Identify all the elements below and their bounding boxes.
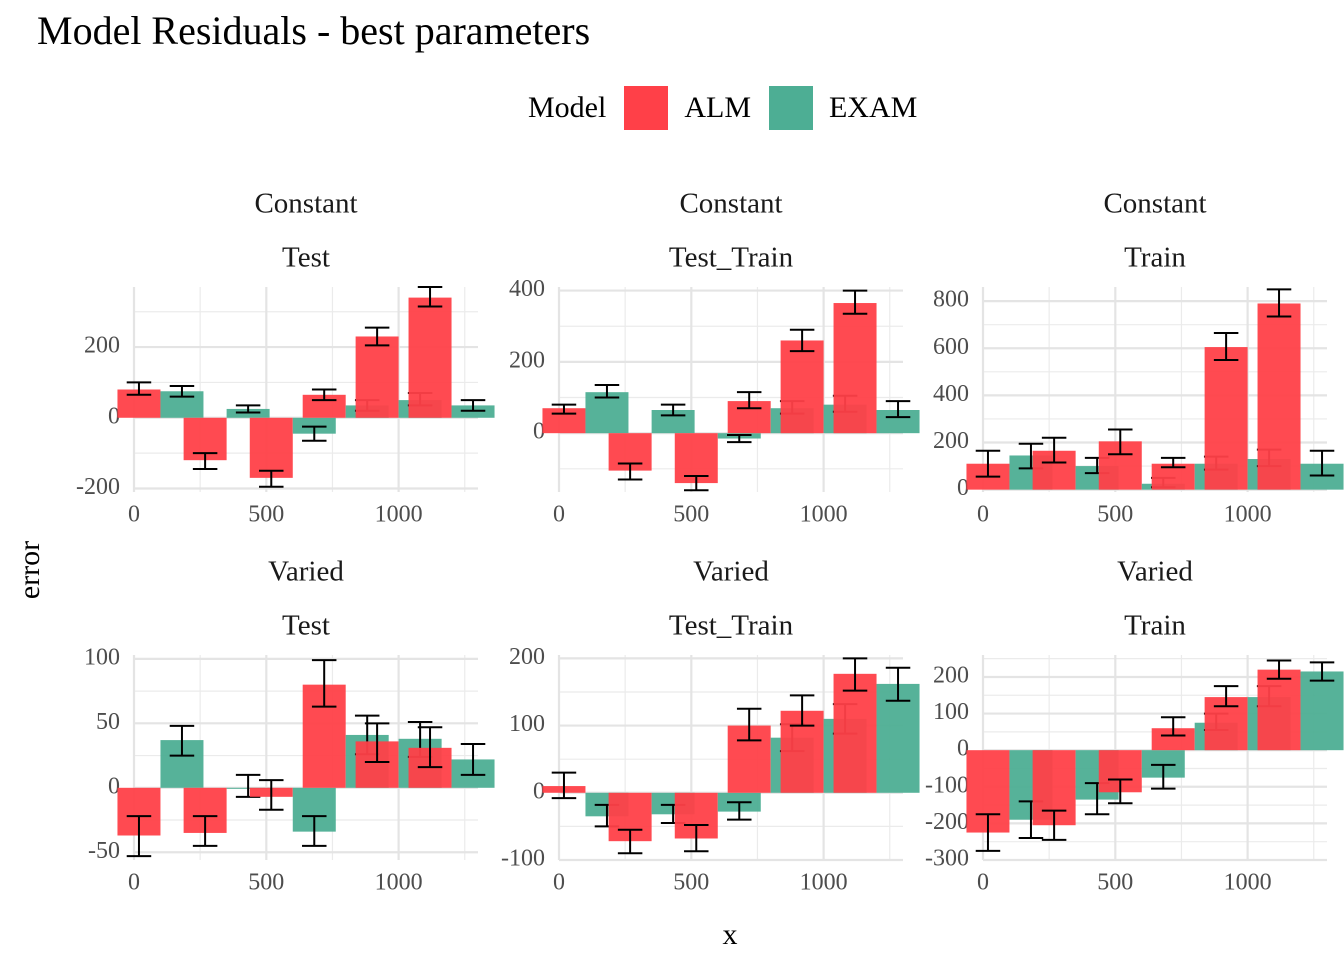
y-tick-label: -200	[76, 474, 120, 500]
y-tick-label: -300	[925, 846, 969, 872]
x-tick-label: 0	[128, 870, 140, 896]
bar-alm	[1151, 728, 1195, 751]
y-tick-label: 200	[933, 662, 969, 688]
facet-strip-bottom: Test_Train	[669, 610, 794, 642]
bar-alm	[249, 417, 293, 478]
y-tick-label: 600	[933, 334, 969, 360]
y-tick-label: 0	[108, 403, 120, 429]
y-tick-label: 400	[933, 381, 969, 407]
bar-alm	[355, 336, 399, 418]
y-tick-label: -100	[925, 772, 969, 798]
y-tick-label: 200	[84, 333, 120, 359]
y-tick-label: 0	[108, 773, 120, 799]
x-tick-label: 1000	[375, 870, 423, 896]
bar-alm	[833, 673, 877, 793]
chart-title: Model Residuals - best parameters	[37, 8, 591, 53]
x-tick-label: 0	[977, 870, 989, 896]
y-tick-label: 200	[933, 428, 969, 454]
legend-label-alm: ALM	[684, 91, 751, 124]
x-tick-label: 0	[977, 502, 989, 528]
y-tick-label: 0	[957, 475, 969, 501]
y-tick-label: 800	[933, 287, 969, 313]
legend-title: Model	[528, 91, 607, 124]
bar-exam	[876, 410, 920, 434]
y-tick-label: 200	[509, 644, 545, 670]
x-tick-label: 1000	[800, 870, 848, 896]
facet-strip-top: Constant	[1103, 188, 1206, 220]
facet-strip-top: Constant	[679, 188, 782, 220]
y-tick-label: 0	[533, 419, 545, 445]
facet-strip-bottom: Train	[1124, 610, 1186, 642]
legend: Model ALM EXAM	[528, 86, 935, 130]
y-tick-label: 400	[509, 276, 545, 302]
bar-exam	[876, 683, 920, 793]
y-tick-label: -50	[88, 838, 120, 864]
x-tick-label: 0	[128, 502, 140, 528]
y-tick-label: 100	[84, 644, 120, 670]
facet-strip-top: Varied	[693, 556, 769, 588]
bar-alm	[833, 303, 877, 434]
x-tick-label: 500	[1097, 502, 1133, 528]
legend-key-exam	[769, 86, 813, 130]
y-tick-label: 100	[509, 711, 545, 737]
bar-alm	[1257, 303, 1301, 490]
facet-strip-top: Varied	[1117, 556, 1193, 588]
facet-strip-bottom: Test	[282, 610, 330, 642]
y-tick-label: 50	[96, 709, 120, 735]
legend-label-exam: EXAM	[829, 91, 918, 124]
facet-strip-top: Constant	[254, 188, 357, 220]
bar-alm	[780, 340, 824, 434]
y-tick-label: -200	[925, 809, 969, 835]
bar-alm	[1257, 669, 1301, 751]
facet-strip-bottom: Train	[1124, 242, 1186, 274]
y-tick-label: 0	[957, 736, 969, 762]
x-tick-label: 1000	[1224, 870, 1272, 896]
x-tick-label: 1000	[800, 502, 848, 528]
facet-strip-bottom: Test_Train	[669, 242, 794, 274]
x-axis-label: x	[722, 918, 738, 951]
y-tick-label: 0	[533, 778, 545, 804]
bar-exam	[585, 392, 629, 434]
x-tick-label: 500	[248, 870, 284, 896]
y-tick-label: 100	[933, 699, 969, 725]
bar-alm	[674, 433, 718, 484]
y-tick-label: -100	[501, 846, 545, 872]
legend-key-alm	[624, 86, 669, 130]
x-tick-label: 1000	[1224, 502, 1272, 528]
facet-strip-top: Varied	[268, 556, 344, 588]
facet-strip-bottom: Test	[282, 242, 330, 274]
x-tick-label: 500	[673, 870, 709, 896]
y-tick-label: 200	[509, 347, 545, 373]
bar-alm	[1204, 347, 1248, 490]
x-tick-label: 500	[1097, 870, 1133, 896]
x-tick-label: 500	[673, 502, 709, 528]
x-tick-label: 0	[553, 502, 565, 528]
x-tick-label: 500	[248, 502, 284, 528]
x-tick-label: 1000	[375, 502, 423, 528]
x-tick-label: 0	[553, 870, 565, 896]
bar-alm	[408, 297, 452, 418]
bar-exam	[1300, 671, 1344, 751]
